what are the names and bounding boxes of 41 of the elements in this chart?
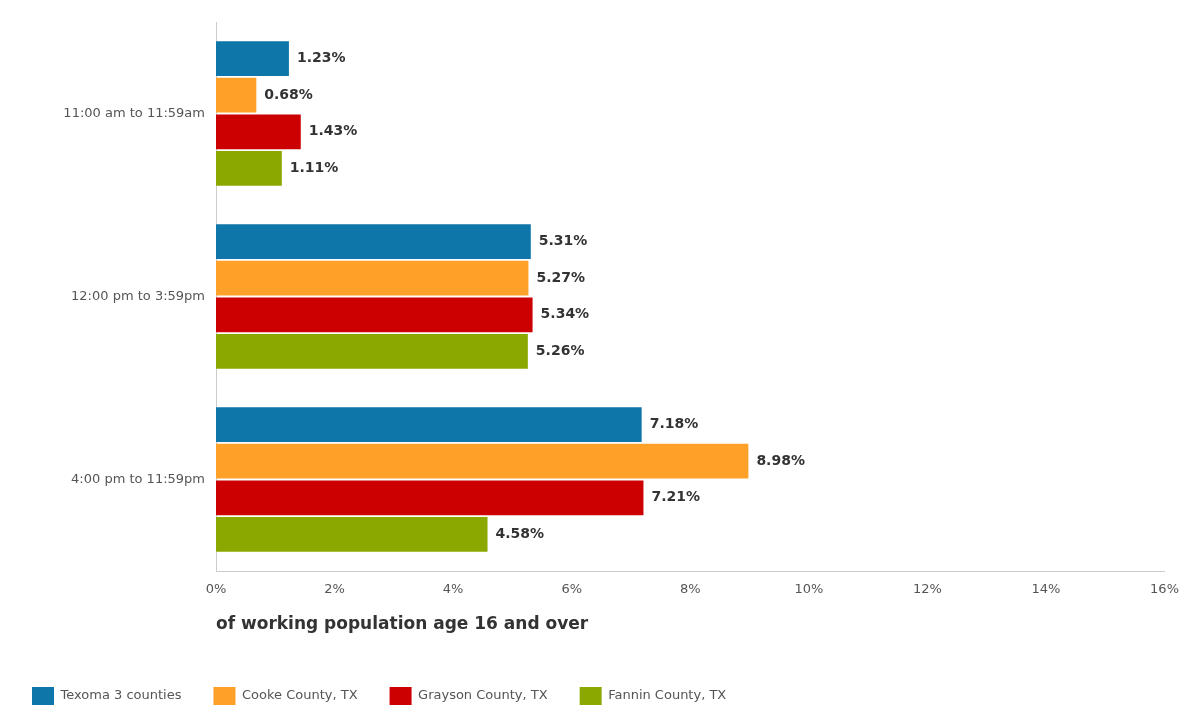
bar bbox=[216, 224, 531, 259]
bar bbox=[216, 443, 749, 479]
x-tick-label: 0% bbox=[205, 581, 227, 597]
data-label: 5.26% bbox=[535, 342, 585, 359]
x-tick-label: 8% bbox=[679, 581, 701, 597]
legend-label: Grayson County, TX bbox=[418, 687, 548, 703]
data-label: 5.31% bbox=[538, 232, 588, 249]
bar bbox=[216, 260, 529, 296]
data-label: 1.23% bbox=[296, 49, 346, 66]
y-tick-label: 11:00 am to 11:59am bbox=[63, 104, 205, 120]
x-tick-label: 12% bbox=[912, 581, 942, 597]
data-label: 7.18% bbox=[649, 415, 699, 432]
legend-label: Texoma 3 counties bbox=[59, 687, 182, 703]
bar bbox=[216, 151, 282, 186]
bar bbox=[216, 517, 488, 552]
bar bbox=[216, 77, 257, 113]
bar bbox=[216, 41, 289, 76]
bar bbox=[216, 480, 644, 516]
x-tick-label: 14% bbox=[1031, 581, 1061, 597]
data-label: 5.34% bbox=[540, 305, 590, 322]
x-axis-title: of working population age 16 and over bbox=[216, 613, 589, 634]
bar bbox=[216, 297, 533, 333]
data-label: 1.43% bbox=[308, 122, 358, 139]
legend-label: Fannin County, TX bbox=[608, 687, 727, 703]
data-label: 4.58% bbox=[495, 525, 545, 542]
bar bbox=[216, 407, 642, 442]
data-label: 5.27% bbox=[536, 268, 586, 285]
data-label: 0.68% bbox=[264, 85, 313, 102]
y-tick-label: 12:00 pm to 3:59pm bbox=[71, 287, 205, 303]
data-label: 8.98% bbox=[756, 451, 805, 468]
data-label: 1.11% bbox=[289, 159, 339, 176]
y-tick-label: 4:00 pm to 11:59pm bbox=[71, 470, 205, 486]
legend-label: Cooke County, TX bbox=[241, 687, 358, 703]
x-tick-label: 16% bbox=[1150, 581, 1180, 597]
x-tick-label: 10% bbox=[794, 581, 824, 597]
x-tick-label: 6% bbox=[561, 581, 583, 597]
x-tick-label: 2% bbox=[324, 581, 345, 597]
bar bbox=[216, 334, 528, 369]
x-tick-label: 4% bbox=[442, 581, 464, 597]
bar bbox=[216, 114, 301, 150]
data-label: 7.21% bbox=[651, 488, 701, 505]
